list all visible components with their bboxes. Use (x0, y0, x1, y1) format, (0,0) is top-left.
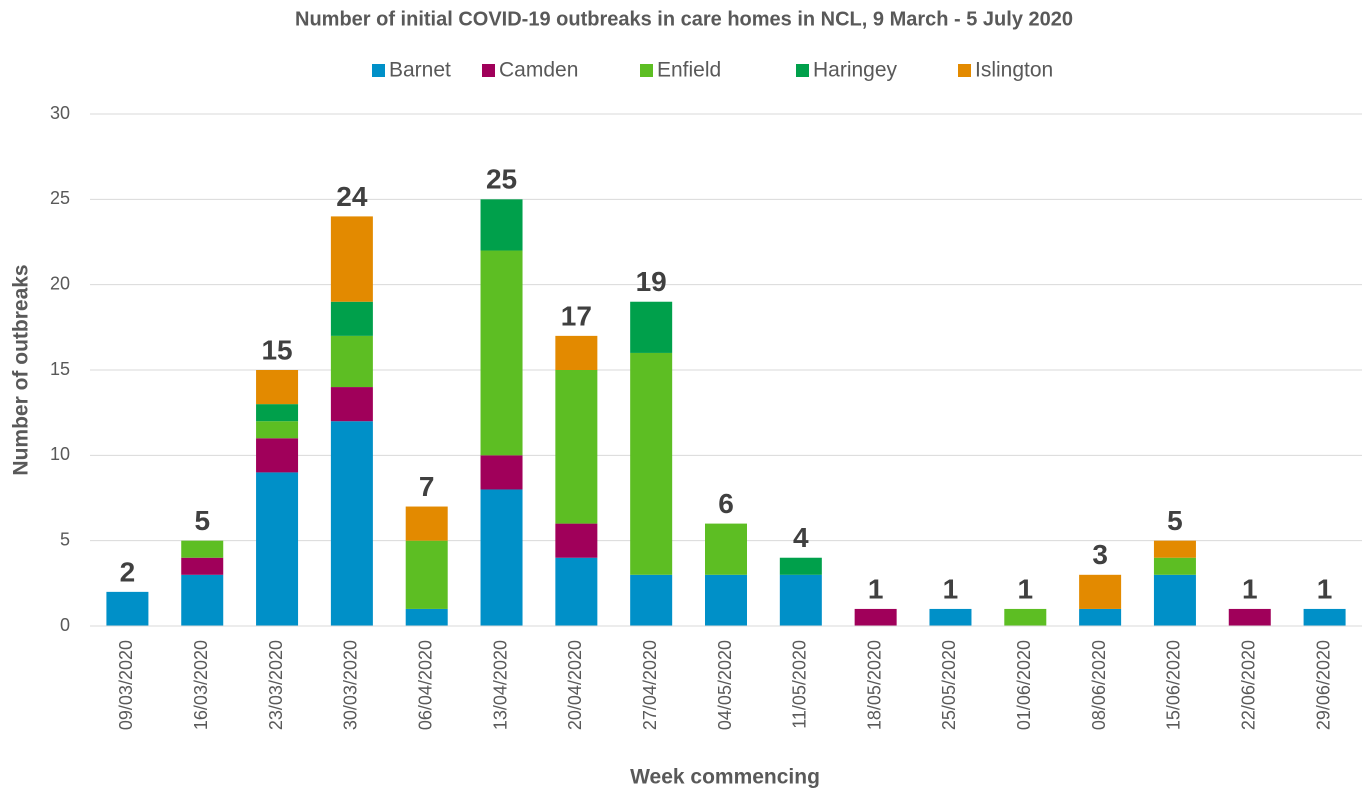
legend-label: Camden (499, 59, 578, 82)
x-tick-label: 08/06/2020 (1089, 640, 1109, 730)
legend-swatch (482, 64, 495, 77)
legend-swatch (796, 64, 809, 77)
bar-segment (1004, 608, 1047, 626)
total-label: 15 (261, 334, 292, 365)
bar-segment (256, 438, 299, 473)
total-label: 5 (1167, 505, 1183, 536)
bar-segment (555, 370, 598, 524)
total-label: 1 (943, 573, 959, 604)
bar-segment (480, 455, 523, 490)
total-label: 4 (793, 522, 809, 553)
y-axis-title: Number of outbreaks (10, 264, 33, 475)
bar-segment (630, 574, 673, 626)
legend-swatch (958, 64, 971, 77)
total-label: 7 (419, 471, 435, 502)
x-tick-label: 15/06/2020 (1164, 640, 1184, 730)
bar-segment (405, 540, 448, 609)
legend-label: Barnet (389, 59, 451, 82)
bar-segment (779, 557, 822, 575)
total-label: 17 (561, 300, 592, 331)
x-tick-label: 20/04/2020 (565, 640, 585, 730)
x-tick-label: 11/05/2020 (790, 640, 810, 729)
bar-segment (929, 608, 972, 626)
bar-segment (480, 250, 523, 456)
total-label: 1 (868, 573, 884, 604)
bar-segment (330, 387, 373, 422)
legend-label: Enfield (657, 59, 721, 82)
bar-segment (405, 506, 448, 541)
y-tick-label: 25 (50, 188, 70, 208)
bar-segment (256, 404, 299, 422)
bar-segment (705, 523, 747, 575)
bar-segment (1079, 574, 1122, 609)
x-tick-label: 09/03/2020 (116, 640, 136, 730)
y-tick-label: 30 (50, 103, 70, 123)
legend-label: Haringey (813, 59, 898, 82)
x-tick-label: 25/05/2020 (939, 640, 959, 730)
x-tick-label: 22/06/2020 (1239, 640, 1259, 730)
total-label: 1 (1317, 573, 1333, 604)
x-tick-label: 30/03/2020 (341, 640, 361, 730)
x-tick-label: 27/04/2020 (640, 640, 660, 730)
bar-segment (854, 608, 897, 626)
total-label: 25 (486, 164, 517, 195)
x-tick-label: 06/04/2020 (415, 640, 435, 730)
bar-segment (630, 301, 673, 353)
total-label: 19 (636, 266, 667, 297)
total-label: 2 (120, 556, 136, 587)
y-tick-label: 10 (50, 444, 70, 464)
bar-segment (330, 335, 373, 388)
y-tick-label: 20 (50, 273, 70, 293)
total-label: 3 (1092, 539, 1108, 570)
bar-segment (330, 421, 373, 626)
bar-segment (630, 352, 673, 575)
bar-segment (405, 608, 448, 626)
x-tick-label: 16/03/2020 (191, 640, 211, 730)
chart-title: Number of initial COVID-19 outbreaks in … (295, 8, 1073, 30)
total-label: 5 (194, 505, 210, 536)
x-tick-label: 18/05/2020 (864, 640, 884, 730)
bar-segment (181, 574, 224, 626)
legend-swatch (640, 64, 653, 77)
bar-segment (1079, 608, 1122, 626)
x-tick-label: 13/04/2020 (490, 640, 510, 730)
bar-segment (480, 199, 523, 251)
bar-segment (1228, 608, 1271, 626)
bar-segment (256, 472, 299, 626)
bar-segment (256, 421, 299, 439)
bar-segment (256, 370, 299, 405)
bar-segment (779, 574, 822, 626)
bar-segment (181, 557, 224, 575)
y-tick-label: 5 (60, 529, 70, 549)
total-label: 24 (336, 181, 368, 212)
bar-segment (480, 489, 523, 626)
total-label: 1 (1242, 573, 1258, 604)
x-tick-label: 04/05/2020 (715, 640, 735, 730)
bar-segment (106, 591, 149, 626)
bar-segment (1153, 540, 1196, 558)
bar-segment (330, 216, 373, 302)
y-tick-label: 0 (60, 615, 70, 635)
bar-segment (555, 557, 598, 626)
bar-segment (1153, 574, 1196, 626)
x-tick-label: 01/06/2020 (1014, 640, 1034, 730)
x-tick-label: 29/06/2020 (1313, 640, 1333, 730)
bar-segment (330, 301, 373, 336)
x-axis-title: Week commencing (630, 766, 820, 789)
bar-segment (1153, 557, 1196, 575)
bar-segment (181, 540, 224, 558)
legend-swatch (372, 64, 385, 77)
total-label: 6 (718, 488, 734, 519)
legend-label: Islington (975, 59, 1053, 82)
total-label: 1 (1018, 573, 1034, 604)
bar-segment (1303, 608, 1346, 626)
bar-segment (555, 523, 598, 558)
x-tick-label: 23/03/2020 (266, 640, 286, 730)
bar-segment (705, 574, 747, 626)
bar-segment (555, 335, 598, 370)
y-tick-label: 15 (50, 359, 70, 379)
